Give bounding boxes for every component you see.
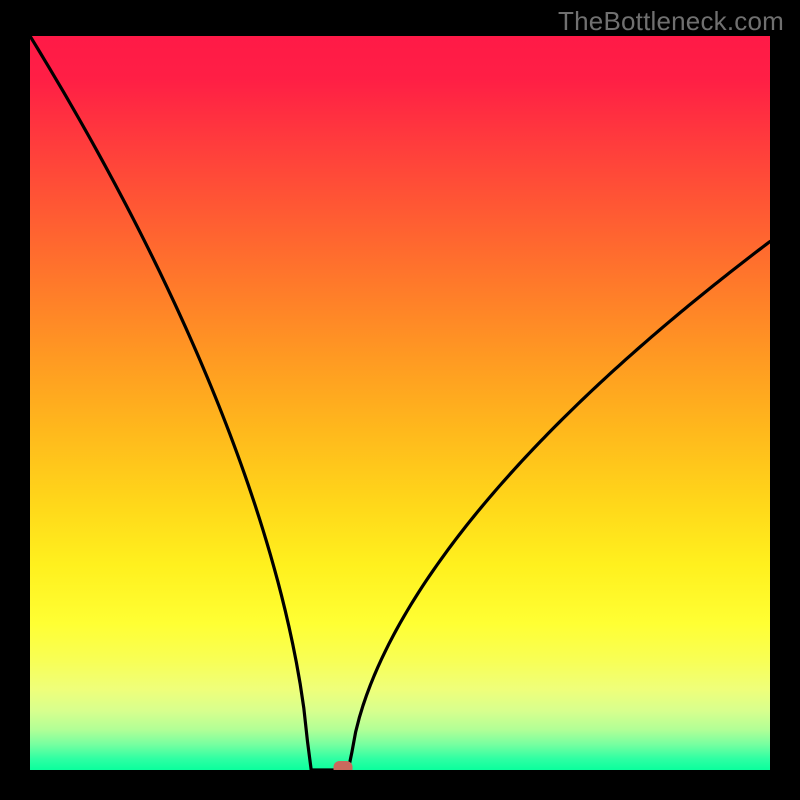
apex-marker <box>334 761 353 770</box>
watermark-text: TheBottleneck.com <box>558 6 784 37</box>
plot-area <box>30 36 770 770</box>
chart-stage: TheBottleneck.com <box>0 0 800 800</box>
bottleneck-curve <box>30 36 770 770</box>
